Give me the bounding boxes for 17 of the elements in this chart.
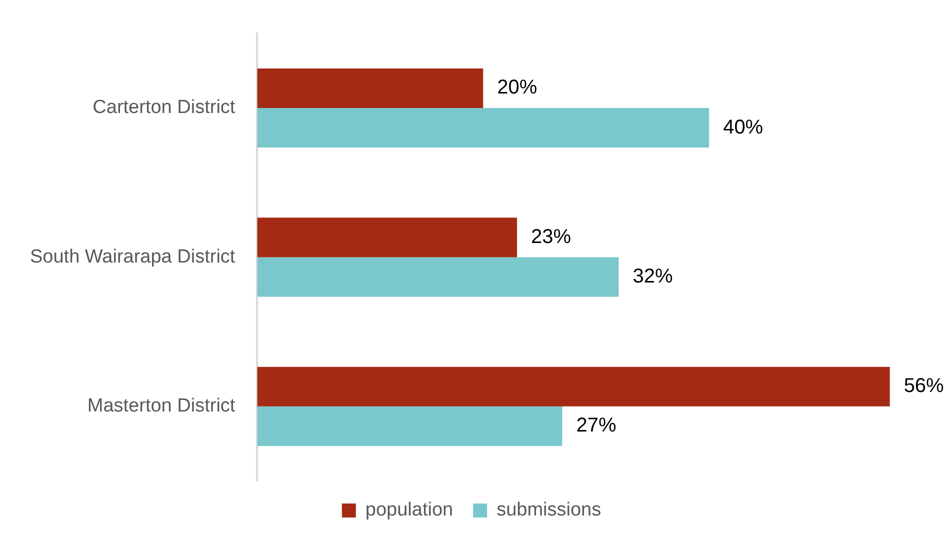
- bar: [257, 406, 562, 446]
- data-label: 27%: [576, 414, 616, 437]
- bar: [257, 257, 619, 297]
- data-label: 56%: [904, 375, 944, 398]
- data-label: 23%: [531, 226, 572, 248]
- y-tick-label: Masterton District: [87, 396, 236, 417]
- legend-label: submissions: [496, 500, 602, 521]
- bar: [257, 108, 710, 148]
- data-label: 40%: [723, 116, 764, 138]
- data-label: 20%: [497, 76, 538, 99]
- y-tick-label: South Wairarapa District: [30, 246, 236, 268]
- data-label: 32%: [632, 265, 673, 288]
- y-tick-label: Carterton District: [92, 97, 236, 118]
- bar: [257, 218, 518, 258]
- bar: [257, 366, 890, 406]
- bar: [257, 68, 484, 108]
- legend-label: population: [365, 500, 454, 521]
